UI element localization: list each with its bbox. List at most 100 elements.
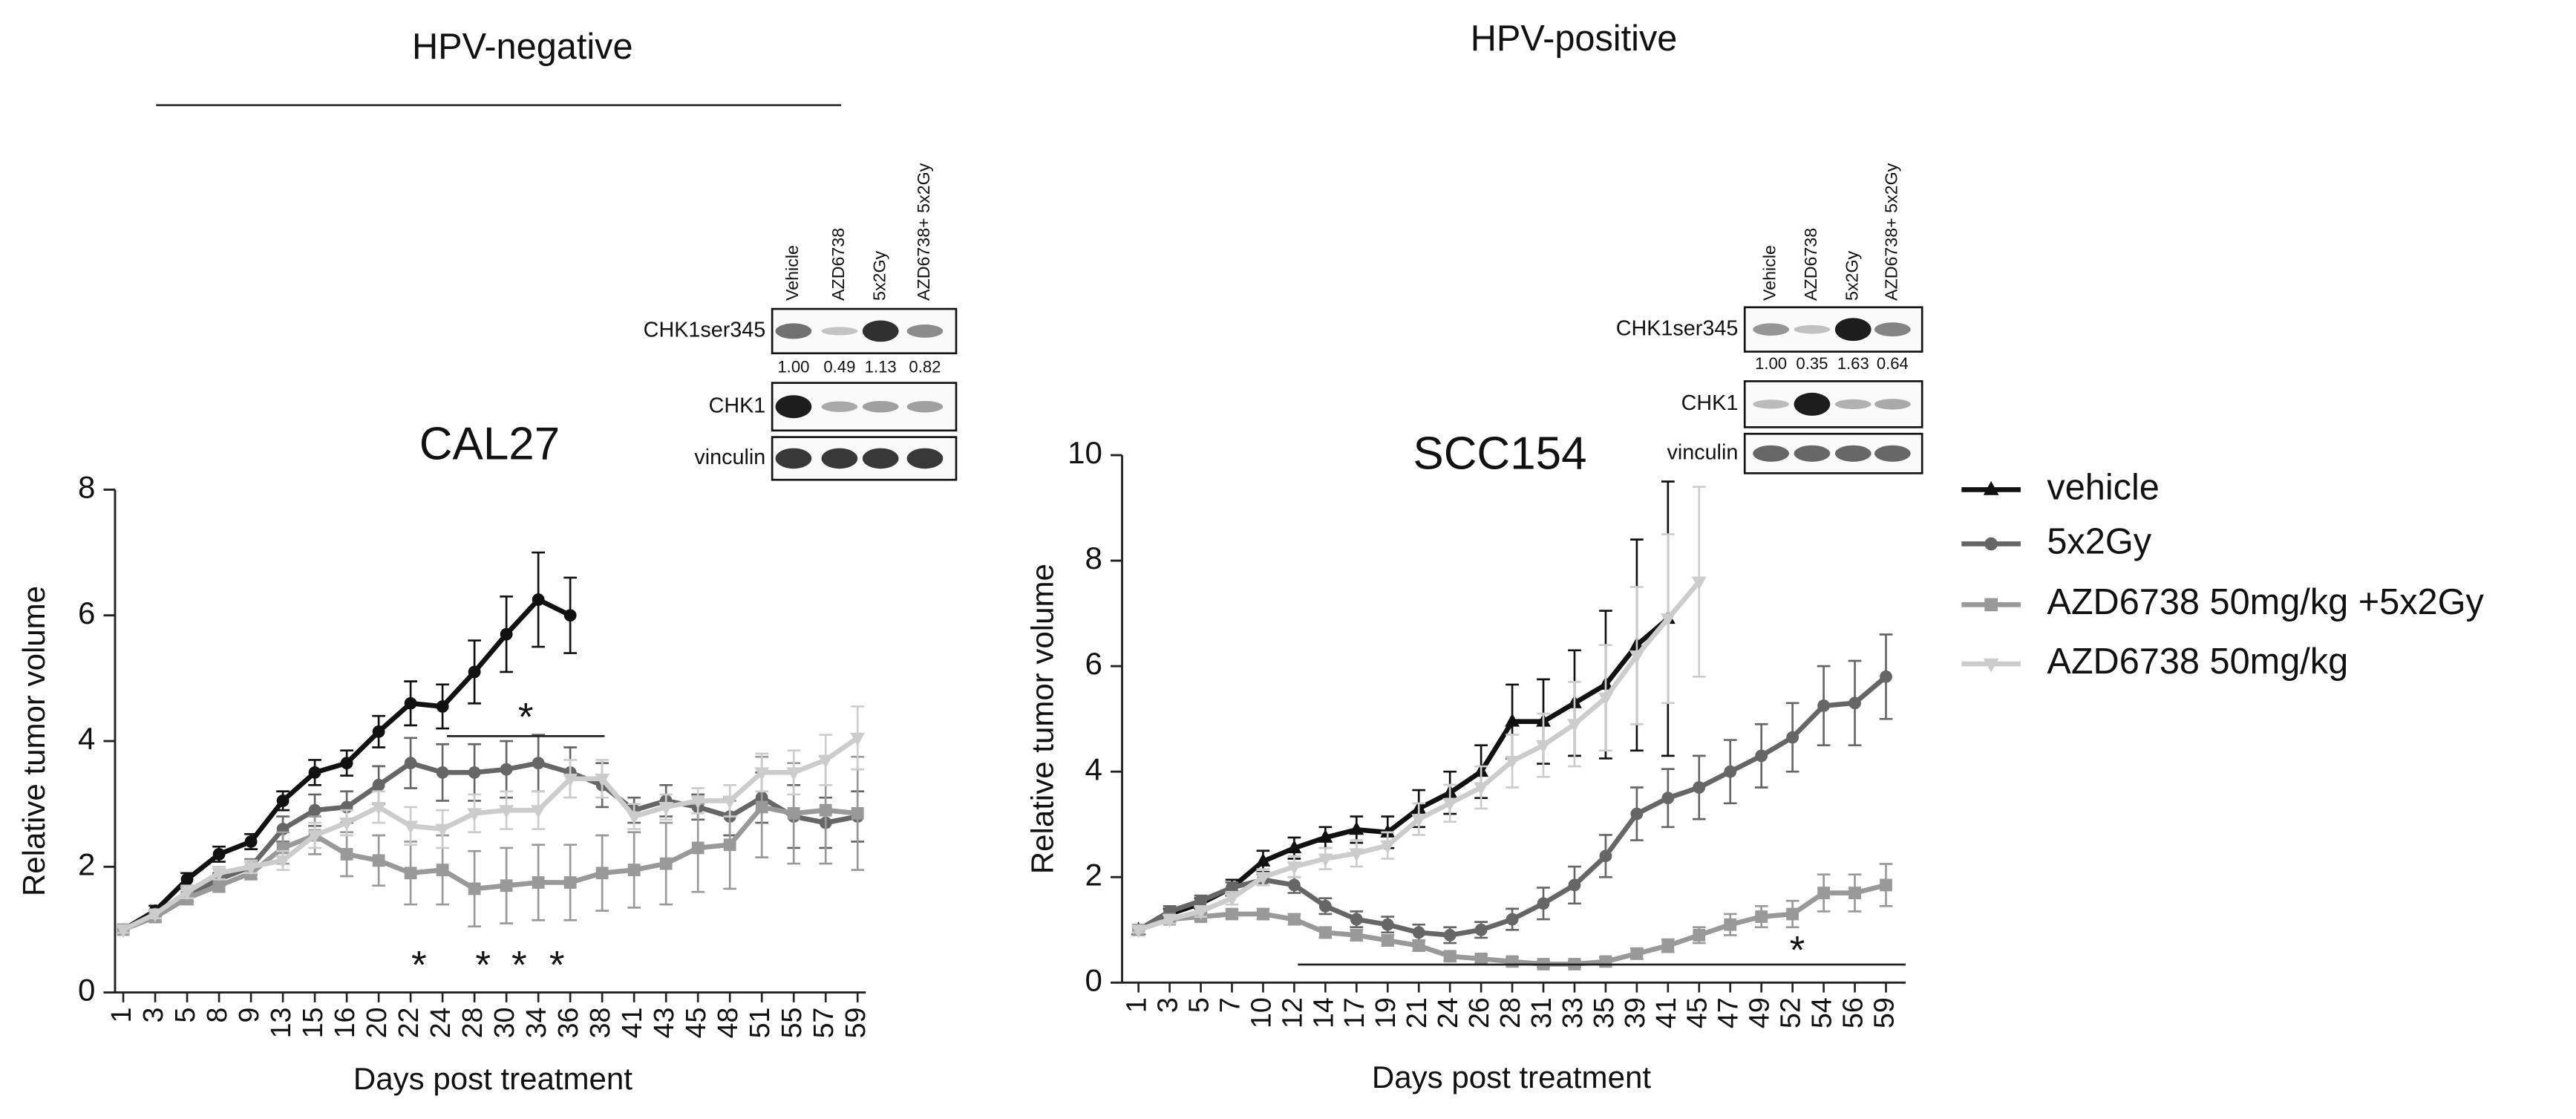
data-point xyxy=(1287,878,1301,892)
x-tick-label: 43 xyxy=(648,1008,679,1039)
significance: * xyxy=(549,943,565,987)
significance: * xyxy=(475,943,491,987)
x-tick-label: 22 xyxy=(393,1008,424,1039)
data-point xyxy=(1848,887,1861,899)
data-point xyxy=(1318,829,1333,843)
lane-label: AZD6738 xyxy=(1801,228,1820,301)
data-point xyxy=(1193,906,1209,920)
data-point xyxy=(308,766,321,779)
data-point xyxy=(276,795,290,807)
band xyxy=(1834,399,1871,410)
data-point xyxy=(1224,893,1240,907)
data-point xyxy=(436,766,449,779)
x-tick-label: 36 xyxy=(552,1008,583,1039)
data-point xyxy=(723,838,736,852)
band xyxy=(1834,318,1871,342)
data-point xyxy=(1755,910,1768,923)
x-tick-label: 56 xyxy=(1837,997,1868,1028)
x-tick-label: 41 xyxy=(616,1008,647,1039)
x-tick-label: 41 xyxy=(1650,997,1681,1028)
data-point xyxy=(1724,918,1737,931)
data-point xyxy=(500,763,513,776)
data-point xyxy=(1599,849,1612,863)
row-label: CHK1ser345 xyxy=(644,318,766,342)
data-point xyxy=(1255,852,1271,867)
x-tick-label: 9 xyxy=(233,1008,264,1023)
y-tick-label: 0 xyxy=(78,973,95,1008)
y-axis-label: Relative tumor volume xyxy=(1025,564,1060,874)
data-point xyxy=(116,924,131,939)
data-point xyxy=(372,725,385,738)
x-tick-label: 21 xyxy=(1401,997,1432,1028)
lane-label: 5x2Gy xyxy=(1842,250,1861,300)
quantification: 0.82 xyxy=(909,358,941,376)
data-point xyxy=(595,773,610,787)
legend-marker xyxy=(1983,658,1999,673)
data-point xyxy=(1661,792,1675,805)
quantification: 1.00 xyxy=(777,358,809,376)
band xyxy=(821,327,858,336)
y-tick-label: 10 xyxy=(1068,435,1102,470)
lane-label: AZD6738 xyxy=(828,228,848,301)
lane-label: 5x2Gy xyxy=(869,250,889,300)
data-point xyxy=(1381,918,1394,931)
x-tick-label: 59 xyxy=(1868,997,1899,1028)
data-point xyxy=(1131,924,1146,939)
x-tick-label: 54 xyxy=(1806,997,1837,1028)
data-point xyxy=(1786,907,1799,921)
x-tick-label: 34 xyxy=(520,1008,552,1039)
band xyxy=(1753,323,1789,336)
data-point xyxy=(1568,878,1581,892)
x-tick-label: 47 xyxy=(1713,997,1744,1028)
band xyxy=(1753,399,1789,409)
y-tick-label: 8 xyxy=(1085,541,1102,575)
x-tick-label: 17 xyxy=(1338,997,1370,1028)
data-point xyxy=(722,795,738,809)
x-tick-label: 57 xyxy=(808,1008,839,1039)
row-label: CHK1 xyxy=(1681,391,1739,415)
data-point xyxy=(1474,782,1489,796)
band xyxy=(775,395,812,419)
data-point xyxy=(244,835,258,848)
data-point xyxy=(1287,861,1302,875)
data-point xyxy=(1567,719,1582,733)
significance: * xyxy=(411,943,427,987)
data-point xyxy=(850,732,866,746)
x-tick-label: 51 xyxy=(744,1008,775,1039)
data-point xyxy=(690,795,706,809)
band xyxy=(906,448,944,469)
significance: * xyxy=(518,695,534,739)
band xyxy=(1794,392,1831,416)
data-point xyxy=(1381,934,1394,947)
data-point xyxy=(1660,613,1676,627)
data-point xyxy=(212,879,226,893)
data-point xyxy=(532,593,545,606)
data-point xyxy=(1505,713,1520,727)
data-point xyxy=(212,867,226,881)
data-point xyxy=(499,805,514,819)
data-point xyxy=(1287,840,1302,854)
data-point xyxy=(1691,576,1707,590)
quantification: 1.13 xyxy=(865,358,897,376)
data-point xyxy=(180,872,194,886)
x-tick-label: 39 xyxy=(1619,997,1650,1028)
data-point xyxy=(659,857,673,870)
x-tick-label: 49 xyxy=(1744,997,1775,1028)
quantification: 1.63 xyxy=(1837,354,1869,373)
band xyxy=(906,324,944,338)
data-point xyxy=(1411,814,1427,828)
lane-label: AZD6738+ 5x2Gy xyxy=(1881,163,1900,301)
data-point xyxy=(212,847,226,861)
heading: HPV-positive xyxy=(1471,19,1678,59)
x-tick-label: 5 xyxy=(1183,997,1214,1013)
data-point xyxy=(818,754,834,769)
x-tick-label: 10 xyxy=(1245,997,1276,1028)
x-tick-label: 7 xyxy=(1214,997,1245,1013)
y-tick-label: 6 xyxy=(78,596,95,630)
x-axis-label: Days post treatment xyxy=(1372,1060,1651,1094)
data-point xyxy=(340,757,353,770)
significance: * xyxy=(1790,929,1805,973)
data-point xyxy=(1443,928,1457,942)
data-point xyxy=(1412,926,1425,939)
legend-marker xyxy=(1983,480,1999,495)
